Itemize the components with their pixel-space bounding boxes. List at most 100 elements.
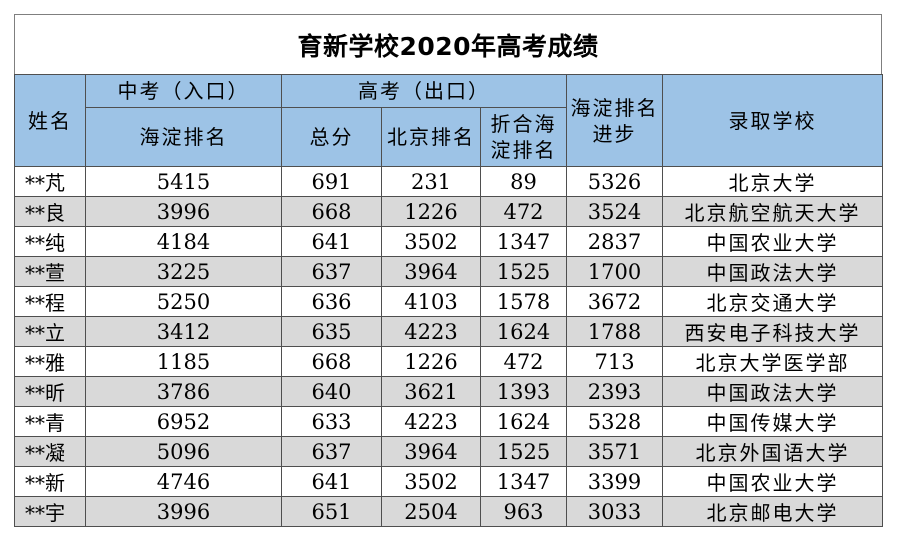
scores-table: 姓名 中考（入口） 高考（出口） 海淀排名进步 录取学校 海淀排名 总分 北京排… [14, 74, 884, 527]
cell-admitted-school: 中国农业大学 [662, 466, 884, 497]
table-row: **萱 3225 637 3964 1525 1700 中国政法大学 [14, 256, 884, 287]
cell-name: **纯 [14, 226, 86, 257]
header-name: 姓名 [14, 74, 86, 167]
cell-admitted-school: 北京外国语大学 [662, 436, 884, 467]
cell-admitted-school: 北京大学医学部 [662, 346, 884, 377]
cell-converted-haidian-rank: 1525 [479, 436, 568, 467]
header-total: 总分 [281, 107, 382, 167]
cell-name: **宇 [14, 496, 86, 527]
header-converted-haidian-rank: 折合海淀排名 [479, 107, 568, 167]
cell-zhongkao-haidian-rank: 3412 [85, 316, 282, 347]
cell-converted-haidian-rank: 89 [479, 166, 568, 197]
cell-beijing-rank: 4223 [381, 406, 481, 437]
cell-name: **良 [14, 196, 86, 227]
cell-name: **雅 [14, 346, 86, 377]
cell-admitted-school: 北京交通大学 [662, 286, 884, 317]
table-row: **凝 5096 637 3964 1525 3571 北京外国语大学 [14, 436, 884, 467]
cell-rank-progress: 5328 [566, 406, 664, 437]
cell-rank-progress: 5326 [566, 166, 664, 197]
cell-zhongkao-haidian-rank: 3786 [85, 376, 282, 407]
cell-converted-haidian-rank: 1393 [479, 376, 568, 407]
table-row: **宇 3996 651 2504 963 3033 北京邮电大学 [14, 496, 884, 527]
cell-rank-progress: 3033 [566, 496, 664, 527]
cell-converted-haidian-rank: 1578 [479, 286, 568, 317]
cell-total: 668 [281, 196, 382, 227]
table-row: **昕 3786 640 3621 1393 2393 中国政法大学 [14, 376, 884, 407]
table-row: **程 5250 636 4103 1578 3672 北京交通大学 [14, 286, 884, 317]
cell-beijing-rank: 3502 [381, 466, 481, 497]
table-row: **立 3412 635 4223 1624 1788 西安电子科技大学 [14, 316, 884, 347]
cell-admitted-school: 北京大学 [662, 166, 884, 197]
cell-admitted-school: 中国政法大学 [662, 376, 884, 407]
cell-converted-haidian-rank: 472 [479, 346, 568, 377]
header-gaokao: 高考（出口） [280, 74, 568, 108]
cell-name: **青 [14, 406, 86, 437]
cell-rank-progress: 3672 [566, 286, 664, 317]
cell-zhongkao-haidian-rank: 5096 [85, 436, 282, 467]
table-row: **青 6952 633 4223 1624 5328 中国传媒大学 [14, 406, 884, 437]
cell-rank-progress: 713 [566, 346, 664, 377]
cell-zhongkao-haidian-rank: 5250 [85, 286, 282, 317]
table-row: **雅 1185 668 1226 472 713 北京大学医学部 [14, 346, 884, 377]
cell-zhongkao-haidian-rank: 4184 [85, 226, 282, 257]
header-zhongkao: 中考（入口） [85, 74, 282, 108]
cell-zhongkao-haidian-rank: 1185 [85, 346, 282, 377]
table-row: **芃 5415 691 231 89 5326 北京大学 [14, 166, 884, 197]
cell-total: 633 [281, 406, 382, 437]
cell-beijing-rank: 3964 [381, 256, 481, 287]
cell-converted-haidian-rank: 1624 [479, 406, 568, 437]
cell-zhongkao-haidian-rank: 6952 [85, 406, 282, 437]
cell-rank-progress: 2393 [566, 376, 664, 407]
table-row: **新 4746 641 3502 1347 3399 中国农业大学 [14, 466, 884, 497]
header-rank-progress: 海淀排名进步 [566, 74, 664, 167]
cell-total: 691 [281, 166, 382, 197]
cell-beijing-rank: 3502 [381, 226, 481, 257]
cell-converted-haidian-rank: 1347 [479, 226, 568, 257]
cell-admitted-school: 中国农业大学 [662, 226, 884, 257]
cell-beijing-rank: 4223 [381, 316, 481, 347]
cell-total: 641 [281, 466, 382, 497]
cell-beijing-rank: 3621 [381, 376, 481, 407]
cell-admitted-school: 北京邮电大学 [662, 496, 884, 527]
cell-converted-haidian-rank: 963 [479, 496, 568, 527]
cell-rank-progress: 3524 [566, 196, 664, 227]
cell-rank-progress: 2837 [566, 226, 664, 257]
table-row: **纯 4184 641 3502 1347 2837 中国农业大学 [14, 226, 884, 257]
cell-beijing-rank: 2504 [381, 496, 481, 527]
cell-name: **立 [14, 316, 86, 347]
cell-total: 635 [281, 316, 382, 347]
cell-admitted-school: 中国传媒大学 [662, 406, 884, 437]
cell-beijing-rank: 231 [381, 166, 481, 197]
cell-rank-progress: 1788 [566, 316, 664, 347]
cell-rank-progress: 3399 [566, 466, 664, 497]
cell-total: 651 [281, 496, 382, 527]
cell-name: **新 [14, 466, 86, 497]
cell-name: **凝 [14, 436, 86, 467]
table-row: **良 3996 668 1226 472 3524 北京航空航天大学 [14, 196, 884, 227]
cell-converted-haidian-rank: 1624 [479, 316, 568, 347]
cell-total: 636 [281, 286, 382, 317]
cell-rank-progress: 3571 [566, 436, 664, 467]
cell-admitted-school: 北京航空航天大学 [662, 196, 884, 227]
cell-zhongkao-haidian-rank: 5415 [85, 166, 282, 197]
cell-name: **芃 [14, 166, 86, 197]
cell-zhongkao-haidian-rank: 3225 [85, 256, 282, 287]
cell-beijing-rank: 1226 [381, 196, 481, 227]
page-title: 育新学校2020年高考成绩 [14, 14, 882, 74]
cell-converted-haidian-rank: 1525 [479, 256, 568, 287]
table-body: **芃 5415 691 231 89 5326 北京大学 **良 3996 668 1226 472… [14, 166, 884, 527]
cell-total: 668 [281, 346, 382, 377]
cell-total: 637 [281, 436, 382, 467]
cell-beijing-rank: 3964 [381, 436, 481, 467]
header-admitted-school: 录取学校 [662, 74, 884, 167]
header-beijing-rank: 北京排名 [381, 107, 481, 167]
cell-converted-haidian-rank: 472 [479, 196, 568, 227]
cell-rank-progress: 1700 [566, 256, 664, 287]
cell-admitted-school: 中国政法大学 [662, 256, 884, 287]
cell-beijing-rank: 1226 [381, 346, 481, 377]
cell-zhongkao-haidian-rank: 4746 [85, 466, 282, 497]
cell-name: **程 [14, 286, 86, 317]
cell-name: **萱 [14, 256, 86, 287]
cell-total: 641 [281, 226, 382, 257]
cell-total: 640 [281, 376, 382, 407]
